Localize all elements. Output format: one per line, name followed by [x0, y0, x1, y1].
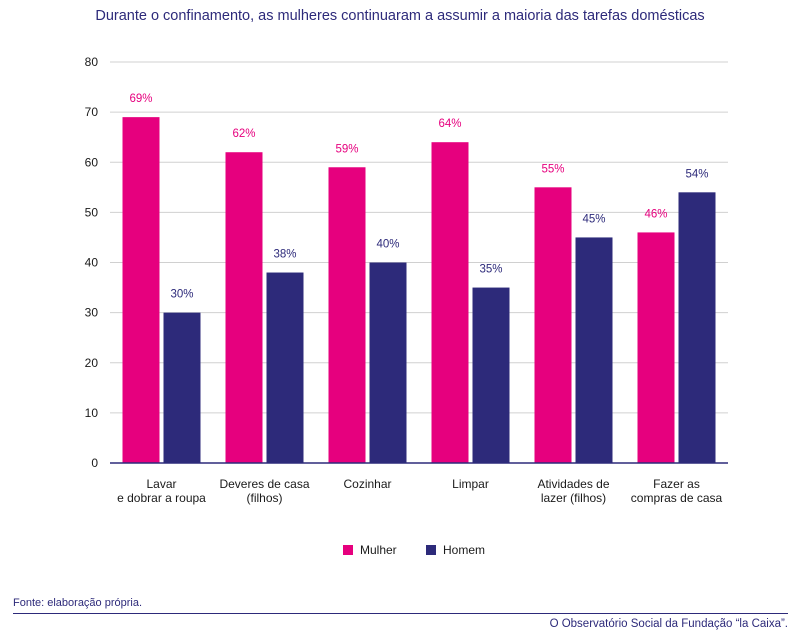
footer-divider [13, 613, 788, 614]
y-tick-label: 40 [85, 256, 99, 270]
bar-homem [472, 287, 510, 463]
bar-mulher [328, 167, 366, 463]
y-tick-label: 60 [85, 155, 99, 169]
x-tick-label: lazer (filhos) [541, 491, 606, 505]
data-label-mulher: 59% [335, 143, 358, 155]
x-tick-label: Lavar [146, 477, 176, 491]
bar-homem [163, 312, 201, 463]
legend-swatch-mulher [343, 545, 353, 555]
data-label-mulher: 55% [541, 163, 564, 175]
x-tick-label: (filhos) [246, 491, 282, 505]
y-tick-label: 10 [85, 406, 99, 420]
x-tick-label: Limpar [452, 477, 489, 491]
bar-homem [369, 262, 407, 463]
bar-homem [266, 272, 304, 463]
bar-mulher [225, 152, 263, 463]
data-label-mulher: 64% [438, 118, 461, 130]
bar-mulher [431, 142, 469, 463]
x-tick-label: Fazer as [653, 477, 700, 491]
source-note: Fonte: elaboração própria. [13, 597, 143, 609]
data-label-homem: 30% [170, 289, 193, 301]
x-tick-label: Atividades de [537, 477, 609, 491]
legend-swatch-homem [426, 545, 436, 555]
y-tick-label: 30 [85, 306, 99, 320]
x-tick-label: Deveres de casa [219, 477, 309, 491]
legend-label-mulher: Mulher [360, 543, 397, 557]
y-tick-label: 80 [85, 55, 99, 69]
y-tick-label: 20 [85, 356, 99, 370]
bar-mulher [122, 117, 160, 463]
x-tick-label: Cozinhar [343, 477, 391, 491]
data-label-homem: 38% [273, 249, 296, 261]
bar-mulher [637, 232, 675, 463]
data-label-homem: 40% [376, 239, 399, 251]
y-tick-label: 0 [91, 456, 98, 470]
data-label-homem: 35% [479, 264, 502, 276]
bar-homem [575, 237, 613, 463]
data-label-homem: 54% [685, 168, 708, 180]
legend-label-homem: Homem [443, 543, 485, 557]
bar-mulher [534, 187, 572, 463]
x-tick-label: compras de casa [631, 491, 723, 505]
y-tick-label: 50 [85, 205, 99, 219]
data-label-mulher: 69% [129, 93, 152, 105]
data-label-homem: 45% [582, 213, 605, 225]
y-tick-label: 70 [85, 105, 99, 119]
x-tick-label: e dobrar a roupa [117, 491, 206, 505]
chart-title: Durante o confinamento, as mulheres cont… [95, 8, 705, 24]
data-label-mulher: 62% [232, 128, 255, 140]
credit-note: O Observatório Social da Fundação “la Ca… [549, 618, 788, 630]
bar-homem [678, 192, 716, 463]
data-label-mulher: 46% [644, 208, 667, 220]
